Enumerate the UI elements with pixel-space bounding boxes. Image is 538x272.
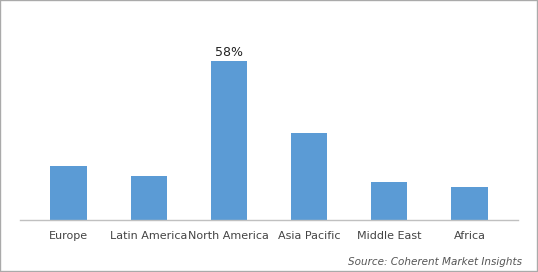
Bar: [371, 182, 407, 220]
Bar: [451, 187, 487, 220]
Text: 58%: 58%: [215, 46, 243, 59]
Bar: [211, 61, 247, 220]
Bar: [291, 133, 327, 220]
Text: Source: Coherent Market Insights: Source: Coherent Market Insights: [348, 256, 522, 267]
Bar: [131, 177, 167, 220]
Bar: [51, 166, 87, 220]
